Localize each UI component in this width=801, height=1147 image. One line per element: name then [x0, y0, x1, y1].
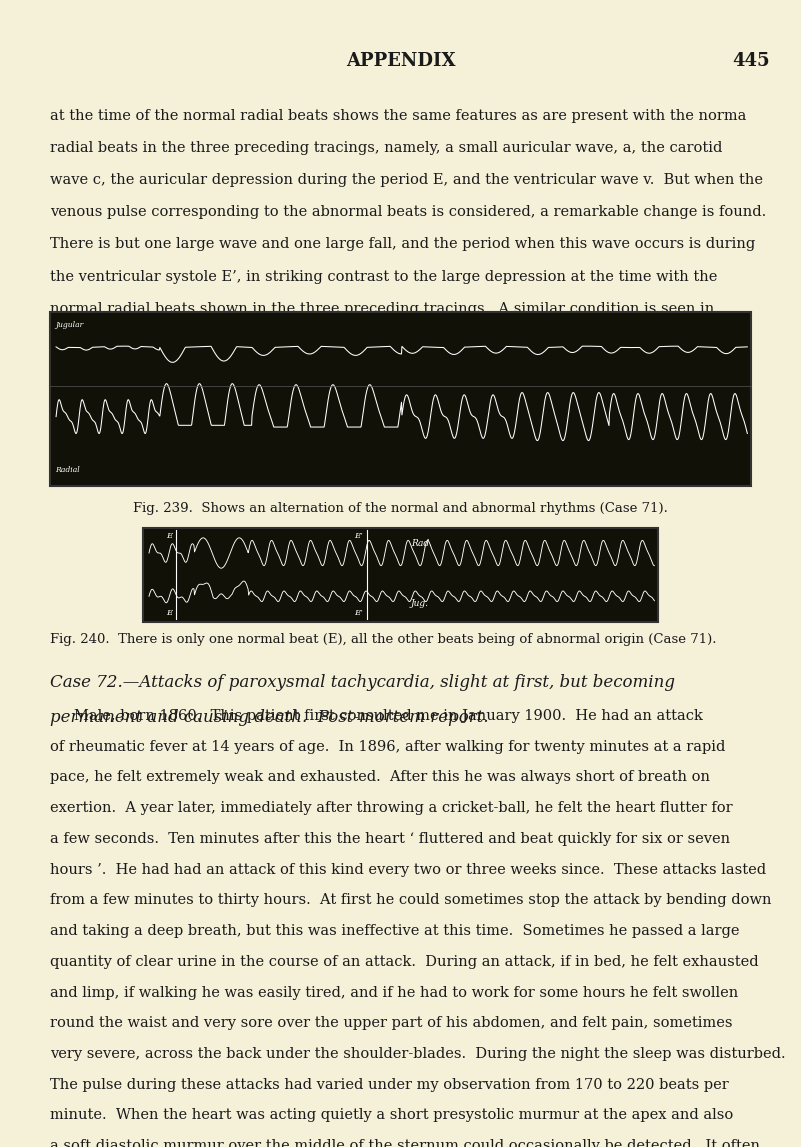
Text: radial beats in the three preceding tracings, namely, a small auricular wave, a,: radial beats in the three preceding trac…: [50, 141, 722, 155]
Text: pace, he felt extremely weak and exhausted.  After this he was always short of b: pace, he felt extremely weak and exhaust…: [50, 771, 710, 785]
Text: of rheumatic fever at 14 years of age.  In 1896, after walking for twenty minute: of rheumatic fever at 14 years of age. I…: [50, 740, 725, 754]
Text: brought out in Fig. 239.: brought out in Fig. 239.: [50, 430, 227, 444]
Text: E’: E’: [354, 609, 363, 617]
Text: from a few minutes to thirty hours.  At first he could sometimes stop the attack: from a few minutes to thirty hours. At f…: [50, 894, 771, 907]
Text: minute.  When the heart was acting quietly a short presystolic murmur at the ape: minute. When the heart was acting quietl…: [50, 1108, 733, 1123]
Text: quantity of clear urine in the course of an attack.  During an attack, if in bed: quantity of clear urine in the course of…: [50, 954, 759, 969]
Text: permanent and causing death.  Post-mortem report.: permanent and causing death. Post-mortem…: [50, 709, 489, 726]
Text: is of the ventricular form.  The transition from one form of jugular pulse to th: is of the ventricular form. The transiti…: [50, 398, 731, 412]
Text: Case 72.—Attacks of paroxysmal tachycardia, slight at first, but becoming: Case 72.—Attacks of paroxysmal tachycard…: [50, 674, 674, 692]
Text: Fig. 239, where there is a continuous variation from the normal rhythm to the ab: Fig. 239, where there is a continuous va…: [50, 334, 735, 348]
Text: venous pulse corresponding to the abnormal beats is considered, a remarkable cha: venous pulse corresponding to the abnorm…: [50, 205, 766, 219]
Text: Rad.: Rad.: [411, 539, 432, 548]
Text: E’: E’: [354, 532, 363, 540]
Text: Fig. 239.  Shows an alternation of the normal and abnormal rhythms (Case 71).: Fig. 239. Shows an alternation of the no…: [133, 502, 668, 515]
Text: a few seconds.  Ten minutes after this the heart ‘ fluttered and beat quickly fo: a few seconds. Ten minutes after this th…: [50, 832, 730, 845]
Text: a soft diastolic murmur over the middle of the sternum could occasionally be det: a soft diastolic murmur over the middle …: [50, 1139, 759, 1147]
Text: Jug.: Jug.: [411, 599, 429, 608]
Text: very severe, across the back under the shoulder-blades.  During the night the sl: very severe, across the back under the s…: [50, 1047, 785, 1061]
Text: the ventricular systole E’, in striking contrast to the large depression at the : the ventricular systole E’, in striking …: [50, 270, 717, 283]
Text: Fig. 240.  There is only one normal beat (E), all the other beats being of abnor: Fig. 240. There is only one normal beat …: [50, 633, 716, 646]
Text: Fig. 240, with the exception of one normal beat preceded by a long pause, the ju: Fig. 240, with the exception of one norm…: [50, 366, 733, 380]
Text: hours ’.  He had had an attack of this kind every two or three weeks since.  The: hours ’. He had had an attack of this ki…: [50, 863, 766, 876]
Text: Jugular: Jugular: [55, 321, 83, 329]
Text: E: E: [166, 532, 172, 540]
Text: round the waist and very sore over the upper part of his abdomen, and felt pain,: round the waist and very sore over the u…: [50, 1016, 732, 1030]
Text: Male, born 1860.  This patient first consulted me in January 1900.  He had an at: Male, born 1860. This patient first cons…: [74, 709, 702, 723]
Bar: [143, 528, 658, 622]
Text: and taking a deep breath, but this was ineffective at this time.  Sometimes he p: and taking a deep breath, but this was i…: [50, 924, 739, 938]
Text: 445: 445: [733, 52, 770, 70]
Bar: [50, 312, 751, 486]
Text: Radial: Radial: [55, 466, 80, 474]
Text: wave c, the auricular depression during the period E, and the ventricular wave v: wave c, the auricular depression during …: [50, 173, 763, 187]
Text: The pulse during these attacks had varied under my observation from 170 to 220 b: The pulse during these attacks had varie…: [50, 1078, 728, 1092]
Text: APPENDIX: APPENDIX: [346, 52, 455, 70]
Text: normal radial beats shown in the three preceding tracings.  A similar condition : normal radial beats shown in the three p…: [50, 302, 714, 315]
Text: exertion.  A year later, immediately after throwing a cricket-ball, he felt the : exertion. A year later, immediately afte…: [50, 801, 732, 816]
Text: at the time of the normal radial beats shows the same features as are present wi: at the time of the normal radial beats s…: [50, 109, 746, 123]
Text: E: E: [166, 609, 172, 617]
Text: and limp, if walking he was easily tired, and if he had to work for some hours h: and limp, if walking he was easily tired…: [50, 985, 738, 999]
Text: There is but one large wave and one large fall, and the period when this wave oc: There is but one large wave and one larg…: [50, 237, 755, 251]
